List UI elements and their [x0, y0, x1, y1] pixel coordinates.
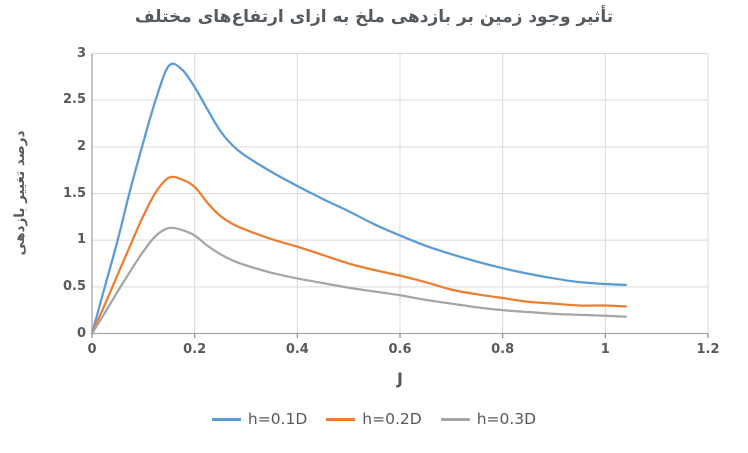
legend-label: h=0.3D: [476, 410, 537, 428]
y-tick-label: 0: [76, 325, 86, 341]
x-tick-label: 1.2: [696, 342, 720, 357]
legend: h=0.1D h=0.2D h=0.3D: [0, 406, 748, 432]
legend-line-swatch-h03d: [440, 417, 470, 421]
chart-title: تأثیر وجود زمین بر بازدهی ملخ به ازای ار…: [134, 7, 614, 27]
series-line-h01d: [90, 62, 627, 335]
y-tick-label: 3: [76, 45, 86, 61]
y-tick-label: 2: [76, 138, 86, 154]
series-line-h03d: [90, 226, 627, 335]
x-tick-label: 0.6: [388, 342, 412, 357]
x-tick-label: 0.2: [183, 342, 207, 357]
legend-item-h02d: h=0.2D: [326, 410, 422, 428]
legend-item-h01d: h=0.1D: [211, 410, 308, 428]
legend-label: h=0.2D: [362, 410, 422, 428]
x-tick-label: 0.4: [285, 342, 309, 357]
series-line-h02d: [90, 175, 627, 335]
y-tick-label: 0.5: [62, 278, 86, 294]
legend-line-swatch-h02d: [326, 417, 356, 421]
legend-label: h=0.1D: [247, 410, 308, 428]
x-tick-label: 1: [600, 342, 610, 357]
legend-item-h03d: h=0.3D: [440, 410, 537, 428]
y-tick-label: 2.5: [62, 92, 86, 108]
legend-line-swatch-h01d: [211, 417, 241, 421]
x-tick-label: 0: [87, 342, 97, 357]
x-axis-title: J: [397, 369, 403, 388]
y-tick-label: 1: [76, 232, 86, 248]
x-tick-label: 0.8: [491, 342, 515, 357]
y-tick-label: 1.5: [62, 185, 86, 201]
